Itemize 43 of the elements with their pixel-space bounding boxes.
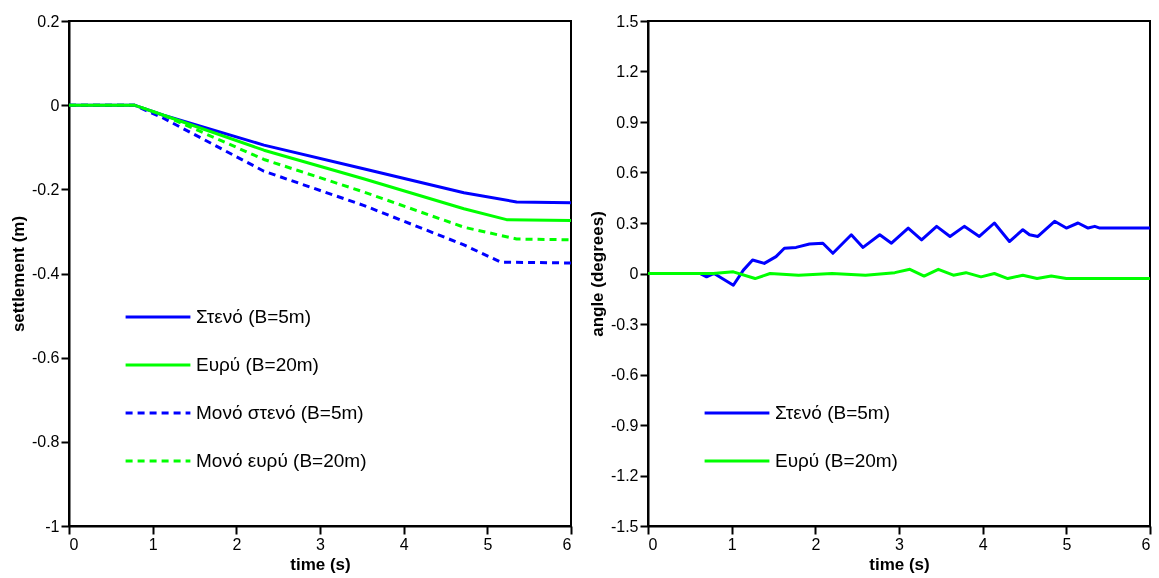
x-tick-label: 2 <box>811 535 821 553</box>
legend-label: Στενό (B=5m) <box>775 402 890 423</box>
x-tick-label: 0 <box>648 535 658 553</box>
y-tick-label: -0.8 <box>31 433 60 451</box>
y-tick-label: -0.6 <box>31 349 60 367</box>
x-tick-label: 4 <box>978 535 988 553</box>
y-tick-label: -0.9 <box>610 416 639 434</box>
x-axis-title: time (s) <box>290 554 351 574</box>
legend-label: Στενό (B=5m) <box>196 306 311 327</box>
legend-label: Μονό ευρύ (B=20m) <box>196 450 367 471</box>
y-tick-label: 1.2 <box>616 63 639 80</box>
x-tick-label: 2 <box>232 535 242 553</box>
y-tick-label: -0.3 <box>610 315 639 333</box>
y-tick-label: 0.3 <box>616 214 639 232</box>
y-tick-label: -1.2 <box>610 467 639 484</box>
legend-label: Μονό στενό (B=5m) <box>196 402 364 423</box>
x-tick-label: 4 <box>399 535 409 553</box>
y-tick-label: -1 <box>45 517 60 535</box>
x-tick-label: 3 <box>895 535 905 553</box>
y-tick-label: -0.6 <box>610 366 639 383</box>
x-tick-label: 5 <box>1062 535 1072 553</box>
y-tick-label: -0.4 <box>31 265 60 282</box>
y-tick-label: 1.5 <box>616 12 639 30</box>
y-tick-label: 0.2 <box>37 12 60 30</box>
y-tick-label: 0 <box>50 96 60 114</box>
y-tick-label: 0 <box>629 265 639 282</box>
legend-label: Ευρύ (B=20m) <box>775 450 898 471</box>
y-tick-label: 0.6 <box>616 164 639 181</box>
y-tick-label: 0.9 <box>616 113 639 131</box>
line-series <box>648 267 1150 281</box>
y-tick-label: -0.2 <box>31 180 60 198</box>
x-tick-label: 6 <box>1141 535 1151 553</box>
x-tick-label: 1 <box>148 535 158 553</box>
x-tick-label: 6 <box>562 535 572 553</box>
y-axis-title: settlement (m) <box>8 215 28 333</box>
y-axis-title: angle (degrees) <box>587 211 607 337</box>
x-tick-label: 0 <box>69 535 79 553</box>
x-axis-title: time (s) <box>869 554 930 574</box>
y-tick-label: -1.5 <box>610 517 639 535</box>
x-tick-label: 1 <box>727 535 737 553</box>
legend-label: Ευρύ (B=20m) <box>196 354 319 375</box>
x-tick-label: 3 <box>316 535 326 553</box>
x-tick-label: 5 <box>483 535 493 553</box>
